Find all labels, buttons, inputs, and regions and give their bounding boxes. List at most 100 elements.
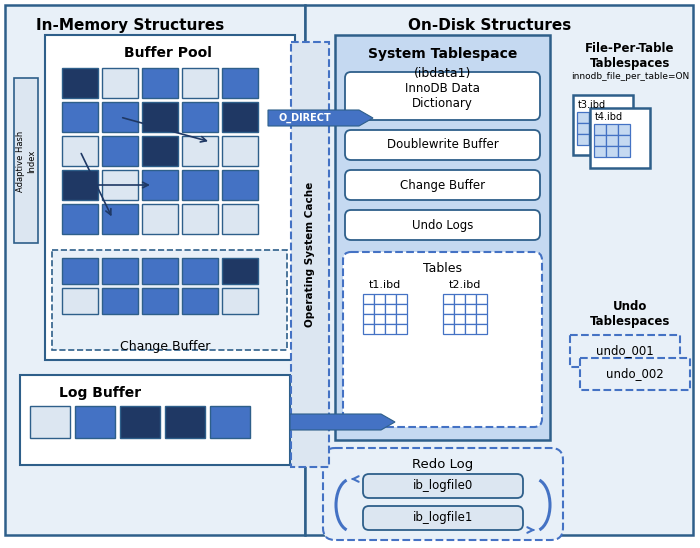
FancyBboxPatch shape: [335, 35, 550, 440]
Text: On-Disk Structures: On-Disk Structures: [408, 18, 572, 33]
Bar: [577, 123, 589, 134]
Text: Change Buffer: Change Buffer: [400, 179, 485, 191]
Bar: [454, 294, 465, 304]
FancyBboxPatch shape: [182, 68, 218, 98]
FancyBboxPatch shape: [345, 210, 540, 240]
Bar: [374, 294, 385, 304]
Text: t1.ibd: t1.ibd: [369, 280, 401, 290]
Bar: [465, 314, 476, 324]
Bar: [443, 304, 454, 314]
Bar: [577, 134, 589, 145]
Text: InnoDB Data
Dictionary: InnoDB Data Dictionary: [405, 82, 480, 110]
Bar: [443, 294, 454, 304]
FancyBboxPatch shape: [345, 130, 540, 160]
Bar: [363, 314, 374, 324]
FancyBboxPatch shape: [222, 68, 258, 98]
Text: Undo Logs: Undo Logs: [412, 219, 473, 231]
FancyBboxPatch shape: [222, 136, 258, 166]
FancyBboxPatch shape: [222, 102, 258, 132]
FancyBboxPatch shape: [345, 170, 540, 200]
Bar: [476, 314, 487, 324]
Bar: [606, 124, 618, 135]
Bar: [601, 123, 613, 134]
FancyBboxPatch shape: [142, 68, 178, 98]
FancyBboxPatch shape: [323, 448, 563, 540]
Text: ib_logfile1: ib_logfile1: [413, 511, 473, 524]
FancyBboxPatch shape: [102, 204, 138, 234]
Bar: [594, 124, 606, 135]
FancyBboxPatch shape: [573, 95, 633, 155]
Text: Adaptive Hash
Index: Adaptive Hash Index: [16, 130, 36, 192]
Bar: [589, 112, 601, 123]
FancyBboxPatch shape: [222, 258, 258, 284]
Bar: [396, 294, 407, 304]
Bar: [396, 314, 407, 324]
FancyBboxPatch shape: [182, 102, 218, 132]
FancyBboxPatch shape: [14, 78, 38, 243]
FancyBboxPatch shape: [210, 406, 250, 438]
FancyBboxPatch shape: [222, 204, 258, 234]
Bar: [476, 324, 487, 334]
FancyBboxPatch shape: [343, 252, 542, 427]
FancyBboxPatch shape: [182, 204, 218, 234]
FancyBboxPatch shape: [142, 288, 178, 314]
FancyBboxPatch shape: [580, 358, 690, 390]
Text: t3.ibd: t3.ibd: [578, 100, 606, 110]
Bar: [385, 324, 396, 334]
FancyBboxPatch shape: [45, 35, 295, 360]
Bar: [363, 294, 374, 304]
FancyBboxPatch shape: [590, 108, 650, 168]
FancyBboxPatch shape: [102, 136, 138, 166]
Text: O_DIRECT: O_DIRECT: [279, 113, 331, 123]
Text: Operating System Cache: Operating System Cache: [305, 182, 315, 327]
Bar: [589, 134, 601, 145]
Text: Buffer Pool: Buffer Pool: [124, 46, 212, 60]
FancyBboxPatch shape: [62, 288, 98, 314]
Bar: [465, 294, 476, 304]
Bar: [606, 135, 618, 146]
FancyBboxPatch shape: [62, 102, 98, 132]
FancyBboxPatch shape: [102, 68, 138, 98]
Text: File-Per-Table
Tablespaces: File-Per-Table Tablespaces: [585, 42, 675, 70]
FancyBboxPatch shape: [305, 5, 693, 535]
Bar: [363, 304, 374, 314]
FancyBboxPatch shape: [182, 136, 218, 166]
FancyBboxPatch shape: [62, 136, 98, 166]
Bar: [618, 146, 630, 157]
Text: t2.ibd: t2.ibd: [449, 280, 481, 290]
FancyBboxPatch shape: [182, 288, 218, 314]
FancyBboxPatch shape: [345, 72, 540, 120]
FancyBboxPatch shape: [102, 170, 138, 200]
Text: Doublewrite Buffer: Doublewrite Buffer: [386, 139, 498, 151]
Text: t4.ibd: t4.ibd: [595, 112, 623, 122]
FancyBboxPatch shape: [62, 258, 98, 284]
Text: Undo
Tablespaces: Undo Tablespaces: [590, 300, 670, 328]
Text: Redo Log: Redo Log: [412, 458, 474, 471]
Bar: [385, 294, 396, 304]
Bar: [396, 304, 407, 314]
Bar: [385, 304, 396, 314]
FancyBboxPatch shape: [20, 375, 290, 465]
Bar: [385, 314, 396, 324]
Bar: [465, 324, 476, 334]
Bar: [465, 304, 476, 314]
Text: ib_logfile0: ib_logfile0: [413, 480, 473, 493]
Bar: [443, 324, 454, 334]
FancyBboxPatch shape: [30, 406, 70, 438]
FancyBboxPatch shape: [165, 406, 205, 438]
FancyBboxPatch shape: [62, 68, 98, 98]
Bar: [601, 134, 613, 145]
Bar: [476, 304, 487, 314]
FancyBboxPatch shape: [62, 204, 98, 234]
Bar: [374, 304, 385, 314]
FancyArrow shape: [268, 110, 373, 126]
FancyBboxPatch shape: [102, 102, 138, 132]
FancyBboxPatch shape: [222, 170, 258, 200]
FancyBboxPatch shape: [291, 42, 329, 467]
FancyBboxPatch shape: [363, 474, 523, 498]
FancyBboxPatch shape: [62, 170, 98, 200]
Bar: [594, 146, 606, 157]
Bar: [594, 135, 606, 146]
FancyBboxPatch shape: [182, 170, 218, 200]
Bar: [618, 124, 630, 135]
